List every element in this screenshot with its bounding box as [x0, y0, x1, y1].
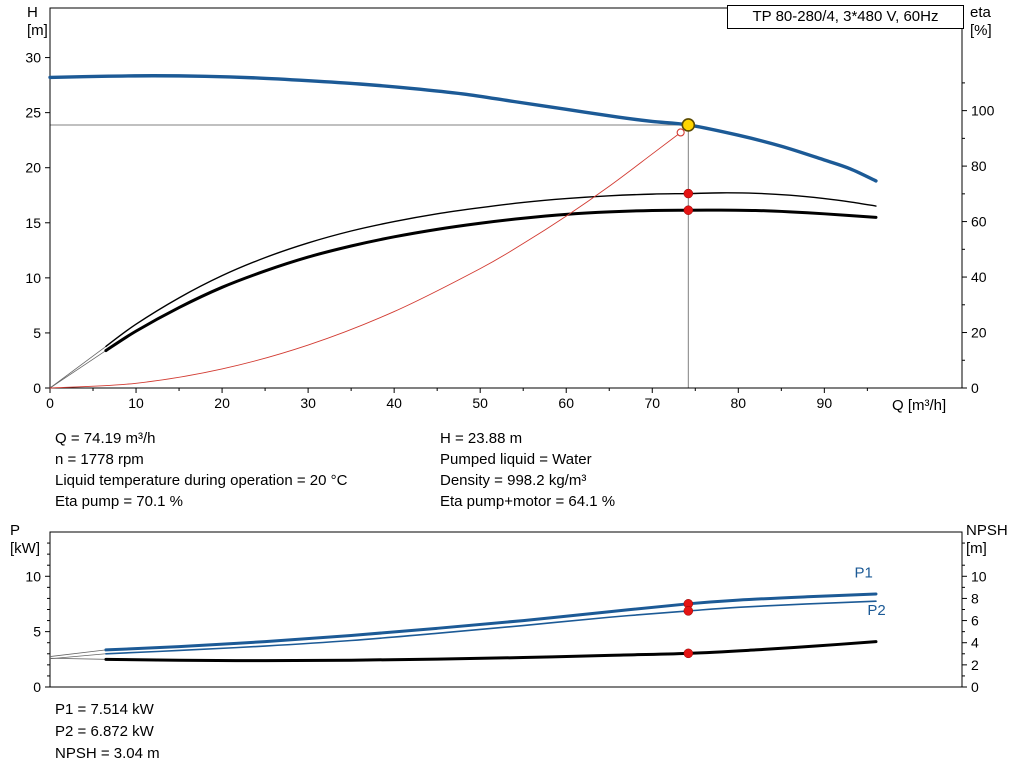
eta-pump-point — [683, 188, 694, 199]
p-axis-unit: [kW] — [10, 540, 40, 557]
p2-curve-lead — [49, 653, 106, 660]
liquid-temp-text: Liquid temperature during operation = 20… — [55, 472, 348, 489]
flow-text: Q = 74.19 m³/h — [55, 430, 156, 447]
h-axis-unit: [m] — [27, 22, 48, 39]
eta-pump-motor-curve — [104, 208, 878, 353]
duty-point[interactable] — [681, 118, 696, 132]
p1-curve-label: P1 — [854, 564, 872, 581]
tick-label: 8 — [971, 590, 979, 606]
q-axis-label: Q [m³/h] — [892, 397, 947, 414]
tick-label: 20 — [214, 395, 230, 411]
duty-info-left: Q = 74.19 m³/h n = 1778 rpm Liquid tempe… — [55, 428, 347, 512]
hq-eta-chart[interactable]: 0 5 10 15 20 25 30 0 20 40 60 80 100 0 10 20 30 40 50 60 70 8… — [0, 0, 1024, 420]
tick-label: 70 — [644, 395, 660, 411]
tick-label: 5 — [33, 325, 41, 341]
tick-label: 20 — [971, 325, 987, 341]
tick-label: 20 — [25, 160, 41, 176]
p2-point — [683, 606, 694, 616]
pump-title-box: TP 80-280/4, 3*480 V, 60Hz — [727, 5, 964, 29]
p1-curve — [104, 592, 878, 652]
eta-pump-motor-point — [683, 205, 694, 215]
p-axis-title: P [kW] — [10, 522, 40, 558]
p1-curve-lead — [49, 649, 106, 657]
tick-label: 100 — [971, 103, 995, 119]
eta-pump-motor-text: Eta pump+motor = 64.1 % — [440, 493, 616, 510]
npsh-point — [683, 648, 694, 659]
tick-label: 10 — [128, 395, 144, 411]
p1-text: P1 = 7.514 kW — [55, 701, 154, 718]
npsh-axis-unit: [m] — [966, 540, 987, 557]
head-text: H = 23.88 m — [440, 430, 523, 447]
tick-label: 60 — [971, 214, 987, 230]
tick-label: 0 — [46, 395, 54, 411]
h-axis-title: H [m] — [27, 4, 48, 40]
tick-label: 0 — [33, 679, 41, 695]
plot-frame — [49, 7, 963, 389]
tick-label: 60 — [558, 395, 574, 411]
eta-axis-symbol: eta — [970, 4, 991, 21]
p-axis-symbol: P — [10, 522, 21, 539]
tick-label: 0 — [971, 380, 979, 396]
eta-pump-text: Eta pump = 70.1 % — [55, 493, 183, 510]
eta-axis-unit: [%] — [970, 22, 992, 39]
eta-pump-motor-curve-lead — [49, 350, 107, 389]
h-axis-symbol: H — [27, 4, 38, 21]
power-npsh-chart[interactable]: 0 5 10 0 2 4 6 8 10 P1 P2 — [0, 520, 1024, 695]
tick-label: 30 — [25, 50, 41, 66]
density-text: Density = 998.2 kg/m³ — [440, 472, 587, 489]
npsh-curve-lead — [49, 657, 106, 660]
tick-label: 25 — [25, 105, 41, 121]
tick-label: 10 — [25, 270, 41, 286]
tick-label: 50 — [472, 395, 488, 411]
head-curve — [48, 74, 878, 183]
tick-label: 90 — [817, 395, 833, 411]
eta-pump-curve — [105, 192, 877, 348]
npsh-text: NPSH = 3.04 m — [55, 745, 160, 762]
p2-curve — [105, 600, 877, 655]
system-curve — [49, 132, 682, 389]
eta-pump-curve-lead — [49, 346, 107, 389]
npsh-axis-symbol: NPSH — [966, 522, 1008, 539]
p2-curve-label: P2 — [867, 602, 885, 619]
tick-label: 2 — [971, 657, 979, 673]
p2-text: P2 = 6.872 kW — [55, 723, 154, 740]
tick-label: 6 — [971, 613, 979, 629]
tick-label: 0 — [33, 380, 41, 396]
tick-label: 15 — [25, 215, 41, 231]
tick-label: 40 — [386, 395, 402, 411]
tick-label: 4 — [971, 635, 979, 651]
eta-axis-title: eta [%] — [970, 4, 992, 40]
tick-label: 40 — [971, 269, 987, 285]
tick-label: 10 — [25, 568, 41, 584]
power-info: P1 = 7.514 kW P2 = 6.872 kW NPSH = 3.04 … — [55, 699, 160, 765]
duty-info-right: H = 23.88 m Pumped liquid = Water Densit… — [440, 428, 615, 512]
speed-text: n = 1778 rpm — [55, 451, 144, 468]
tick-label: 0 — [971, 679, 979, 695]
npsh-curve — [104, 640, 878, 663]
tick-label: 5 — [33, 624, 41, 640]
tick-label: 10 — [971, 568, 987, 584]
tick-label: 80 — [731, 395, 747, 411]
tick-label: 30 — [300, 395, 316, 411]
plot-frame — [49, 531, 963, 688]
pumped-liquid-text: Pumped liquid = Water — [440, 451, 592, 468]
system-curve-point — [676, 128, 685, 137]
npsh-axis-title: NPSH [m] — [966, 522, 1008, 558]
tick-label: 80 — [971, 158, 987, 174]
